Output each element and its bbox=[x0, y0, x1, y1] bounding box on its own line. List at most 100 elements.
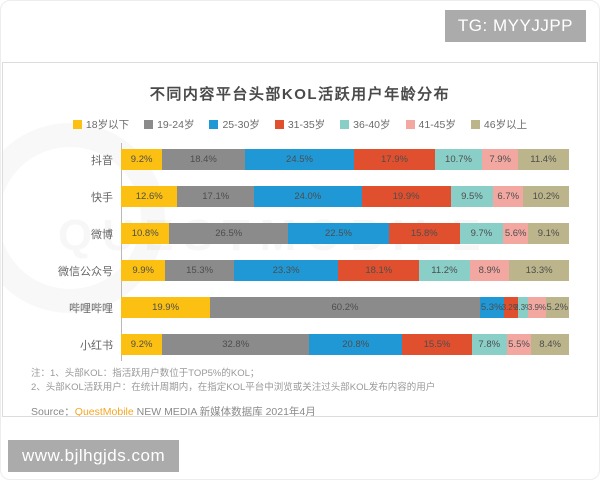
segment-value: 10.2% bbox=[532, 191, 560, 202]
legend-swatch bbox=[470, 120, 480, 129]
footnote-line-1: 注：1、头部KOL：指活跃用户数位于TOP5%的KOL； bbox=[31, 368, 260, 379]
bar-segment: 8.9% bbox=[469, 260, 510, 281]
source-line: Source：QuestMobile NEW MEDIA 新媒体数据库 2021… bbox=[31, 404, 569, 417]
chart-row: 快手 12.6% 17.1% 24.0% 19.9% 9.5% 6.7% 10.2% bbox=[31, 178, 569, 215]
segment-value: 22.5% bbox=[325, 228, 352, 239]
segment-value: 2.3% bbox=[513, 303, 533, 312]
segment-value: 10.7% bbox=[445, 154, 472, 165]
bar-segment: 9.5% bbox=[450, 186, 494, 207]
stacked-bar: 10.8% 26.5% 22.5% 15.8% 9.7% 5.6% 9.1% bbox=[121, 223, 569, 244]
segment-value: 13.3% bbox=[525, 265, 553, 276]
segment-value: 9.2% bbox=[130, 339, 153, 350]
website-watermark-badge: www.bjlhgjds.com bbox=[8, 440, 180, 472]
segment-value: 24.5% bbox=[286, 154, 313, 165]
bar-segment: 3.2% bbox=[501, 297, 520, 318]
stacked-bar: 12.6% 17.1% 24.0% 19.9% 9.5% 6.7% 10.2% bbox=[121, 186, 569, 207]
platform-label: 微信公众号 bbox=[58, 265, 113, 278]
segment-value: 6.7% bbox=[497, 191, 520, 202]
segment-value: 5.6% bbox=[504, 228, 527, 239]
segment-value: 19.9% bbox=[392, 191, 420, 202]
bar-segment: 10.8% bbox=[121, 223, 170, 244]
bar-segment: 20.8% bbox=[309, 334, 403, 355]
bar-segment: 9.2% bbox=[121, 334, 163, 355]
bar-segment: 11.2% bbox=[419, 260, 470, 281]
segment-value: 15.8% bbox=[410, 228, 438, 239]
legend-item: 41-45岁 bbox=[405, 117, 456, 132]
segment-value: 9.7% bbox=[470, 228, 493, 239]
segment-value: 15.5% bbox=[423, 339, 451, 350]
stacked-bar: 9.2% 18.4% 24.5% 17.9% 10.7% 7.9% 11.4% bbox=[121, 149, 569, 170]
segment-value: 8.4% bbox=[539, 339, 561, 350]
segment-value: 5.2% bbox=[546, 302, 569, 313]
segment-value: 17.9% bbox=[381, 154, 408, 165]
bar-segment: 12.6% bbox=[121, 186, 178, 207]
chart-row: 微信公众号 9.9% 15.3% 23.3% 18.1% 11.2% 8.9% 13.3% bbox=[31, 252, 569, 289]
bar-segment: 6.7% bbox=[493, 186, 524, 207]
bar-segment: 5.5% bbox=[506, 334, 532, 355]
bar-segment: 15.3% bbox=[165, 260, 234, 281]
bar-segment: 11.4% bbox=[517, 149, 569, 170]
source-rest: NEW MEDIA 新媒体数据库 2021年4月 bbox=[133, 406, 316, 417]
legend-label: 36-40岁 bbox=[353, 119, 391, 131]
segment-value: 32.8% bbox=[222, 339, 250, 350]
legend-swatch bbox=[144, 120, 154, 129]
legend-item: 46岁以上 bbox=[470, 117, 527, 132]
bar-segment: 7.9% bbox=[482, 149, 518, 170]
segment-value: 19.9% bbox=[152, 302, 180, 313]
chart-card: QUESTMOBILE 不同内容平台头部KOL活跃用户年龄分布 18岁以下19-… bbox=[2, 62, 598, 417]
bar-segment: 9.9% bbox=[121, 260, 166, 281]
bar-segment: 17.1% bbox=[177, 186, 255, 207]
legend-item: 25-30岁 bbox=[209, 117, 260, 132]
platform-label: 抖音 bbox=[91, 154, 113, 167]
chart-row: 哔哩哔哩 19.9% 60.2% 5.3% 3.2% 2.3% 3.9% 5.2% bbox=[31, 289, 569, 326]
segment-value: 9.9% bbox=[132, 265, 154, 276]
chart-rows: 抖音 9.2% 18.4% 24.5% 17.9% 10.7% 7.9% 11.4% 快手 12.… bbox=[31, 141, 569, 363]
segment-value: 23.3% bbox=[272, 265, 300, 276]
chart-title: 不同内容平台头部KOL活跃用户年龄分布 bbox=[149, 86, 451, 103]
segment-value: 3.2% bbox=[501, 303, 520, 312]
chart-row: 抖音 9.2% 18.4% 24.5% 17.9% 10.7% 7.9% 11.4% bbox=[31, 141, 569, 178]
segment-value: 18.1% bbox=[365, 265, 393, 276]
segment-value: 17.1% bbox=[202, 191, 230, 202]
bar-segment: 32.8% bbox=[162, 334, 310, 355]
segment-value: 8.9% bbox=[478, 265, 501, 276]
legend-item: 18岁以下 bbox=[72, 117, 130, 132]
stacked-bar: 19.9% 60.2% 5.3% 3.2% 2.3% 3.9% 5.2% bbox=[121, 297, 569, 318]
segment-value: 24.0% bbox=[294, 191, 322, 202]
bar-segment: 10.7% bbox=[434, 149, 483, 170]
legend-label: 18岁以下 bbox=[85, 119, 130, 131]
bar-segment: 7.8% bbox=[471, 334, 507, 355]
bar-segment: 23.3% bbox=[233, 260, 339, 281]
platform-label: 小红书 bbox=[80, 339, 113, 352]
bar-segment: 10.2% bbox=[523, 186, 569, 207]
y-axis-line bbox=[121, 143, 122, 361]
segment-value: 60.2% bbox=[331, 302, 359, 313]
tg-contact-badge: TG: MYYJJPP bbox=[444, 10, 586, 42]
bar-segment: 9.2% bbox=[121, 149, 163, 170]
legend-item: 19-24岁 bbox=[144, 117, 194, 132]
legend-swatch bbox=[340, 120, 350, 129]
bar-segment: 5.3% bbox=[479, 297, 504, 318]
bar-segment: 18.4% bbox=[162, 149, 245, 170]
segment-value: 5.5% bbox=[508, 339, 530, 350]
legend-label: 41-45岁 bbox=[418, 119, 456, 131]
segment-value: 20.8% bbox=[342, 339, 370, 350]
segment-value: 7.8% bbox=[478, 339, 501, 350]
legend-swatch bbox=[274, 120, 284, 129]
bar-segment: 2.3% bbox=[514, 297, 532, 318]
segment-value: 5.3% bbox=[480, 302, 503, 313]
bar-segment: 15.5% bbox=[402, 334, 472, 355]
bar-segment: 9.7% bbox=[459, 223, 504, 244]
bar-segment: 24.0% bbox=[254, 186, 362, 207]
segment-value: 3.9% bbox=[527, 303, 547, 312]
bar-segment: 13.3% bbox=[509, 260, 569, 281]
stacked-bar-chart: 抖音 9.2% 18.4% 24.5% 17.9% 10.7% 7.9% 11.4% 快手 12.… bbox=[31, 141, 569, 363]
legend-swatch bbox=[72, 120, 82, 129]
bar-segment: 15.8% bbox=[388, 223, 460, 244]
segment-value: 12.6% bbox=[135, 191, 163, 202]
segment-value: 18.4% bbox=[189, 154, 217, 165]
legend-item: 36-40岁 bbox=[340, 117, 391, 132]
bar-segment: 19.9% bbox=[361, 186, 451, 207]
segment-value: 15.3% bbox=[186, 265, 214, 276]
